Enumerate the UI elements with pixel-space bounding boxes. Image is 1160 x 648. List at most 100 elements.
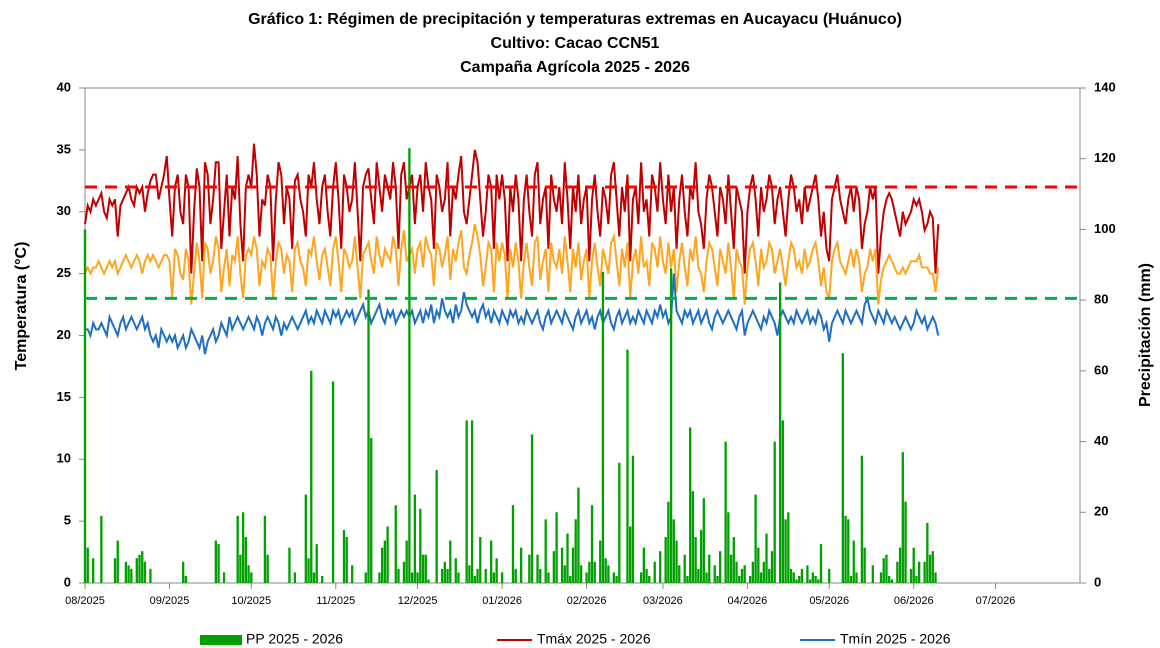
line xyxy=(84,223,940,305)
bar xyxy=(446,568,449,583)
legend-label: PP 2025 - 2026 xyxy=(246,631,343,647)
x-tick-label: 11/2025 xyxy=(316,595,355,607)
bar xyxy=(629,526,632,583)
bar xyxy=(492,572,496,583)
bar xyxy=(724,441,727,583)
bar xyxy=(719,551,722,583)
bar xyxy=(631,455,635,583)
bar xyxy=(143,561,147,583)
y2-tick-label: 120 xyxy=(1094,150,1116,165)
bar xyxy=(819,544,823,583)
legend-label: Tmáx 2025 - 2026 xyxy=(537,631,651,647)
bar xyxy=(778,282,782,583)
bar xyxy=(915,575,918,583)
bar xyxy=(607,565,610,583)
bar xyxy=(885,554,888,583)
bar xyxy=(367,289,370,583)
bar xyxy=(100,515,103,583)
bar xyxy=(511,505,515,583)
bar xyxy=(694,537,697,583)
legend-label: Tmín 2025 - 2026 xyxy=(840,631,951,647)
bar xyxy=(898,547,902,583)
bar xyxy=(593,561,596,583)
bar xyxy=(454,558,457,583)
bar xyxy=(331,381,335,583)
bar xyxy=(702,498,705,583)
bar xyxy=(653,561,656,583)
bar xyxy=(473,575,476,583)
bar xyxy=(571,547,575,583)
bar xyxy=(757,547,760,583)
bar xyxy=(705,572,708,583)
bar xyxy=(727,512,730,583)
bar xyxy=(675,540,678,583)
bar xyxy=(740,568,744,583)
bar xyxy=(743,565,746,583)
bar xyxy=(577,487,580,583)
bar xyxy=(288,547,291,583)
bar xyxy=(585,572,588,583)
bar xyxy=(476,568,479,583)
bar xyxy=(601,271,605,583)
x-tick-label: 01/2026 xyxy=(482,595,522,607)
line xyxy=(85,273,940,355)
bar xyxy=(871,565,874,583)
y2-tick-label: 60 xyxy=(1094,362,1108,377)
bar xyxy=(773,441,776,583)
bar xyxy=(266,554,269,583)
bar xyxy=(579,565,583,583)
bar xyxy=(239,554,242,583)
y-tick-label: 35 xyxy=(57,141,71,156)
bar xyxy=(138,554,141,583)
bar xyxy=(699,529,703,583)
bar xyxy=(408,148,411,583)
y2-tick-label: 0 xyxy=(1094,574,1101,589)
bar xyxy=(124,561,128,583)
bar xyxy=(934,572,937,583)
bar xyxy=(544,519,547,583)
bar xyxy=(759,572,763,583)
bar xyxy=(443,561,446,583)
y-tick-label: 40 xyxy=(57,79,71,94)
bar xyxy=(828,568,831,583)
bar xyxy=(890,579,894,583)
bar xyxy=(860,455,864,583)
bar xyxy=(618,462,621,583)
bar xyxy=(852,540,855,583)
bar xyxy=(735,561,738,583)
bar xyxy=(787,512,790,583)
bar xyxy=(566,533,569,583)
line xyxy=(84,143,940,274)
bar xyxy=(768,568,771,583)
chart-title: Gráfico 1: Régimen de precipitación y te… xyxy=(248,11,902,28)
bar xyxy=(748,575,752,583)
bar xyxy=(500,572,504,583)
bar xyxy=(732,537,735,583)
bar xyxy=(806,565,809,583)
bar xyxy=(394,505,397,583)
bar xyxy=(615,575,618,583)
bar xyxy=(263,515,267,583)
bar xyxy=(844,515,847,583)
bar xyxy=(901,452,904,583)
bar xyxy=(817,579,820,583)
bar xyxy=(770,551,774,583)
bar xyxy=(468,565,471,583)
bar xyxy=(555,512,558,583)
bar xyxy=(672,519,675,583)
chart-title: Cultivo: Cacao CCN51 xyxy=(491,35,660,52)
bar xyxy=(413,494,417,583)
y2-tick-label: 20 xyxy=(1094,504,1108,519)
bar xyxy=(664,537,667,583)
y2-axis-label: Precipitación (mm) xyxy=(1137,263,1154,407)
y2-tick-label: 40 xyxy=(1094,433,1108,448)
bar xyxy=(465,420,468,583)
bar xyxy=(386,526,389,583)
bar xyxy=(612,572,616,583)
bar xyxy=(879,572,883,583)
bar xyxy=(214,540,218,583)
bar xyxy=(751,561,755,583)
bar xyxy=(926,522,929,583)
bar xyxy=(92,558,95,583)
y-axis-label: Temperatura (°C) xyxy=(13,242,30,371)
